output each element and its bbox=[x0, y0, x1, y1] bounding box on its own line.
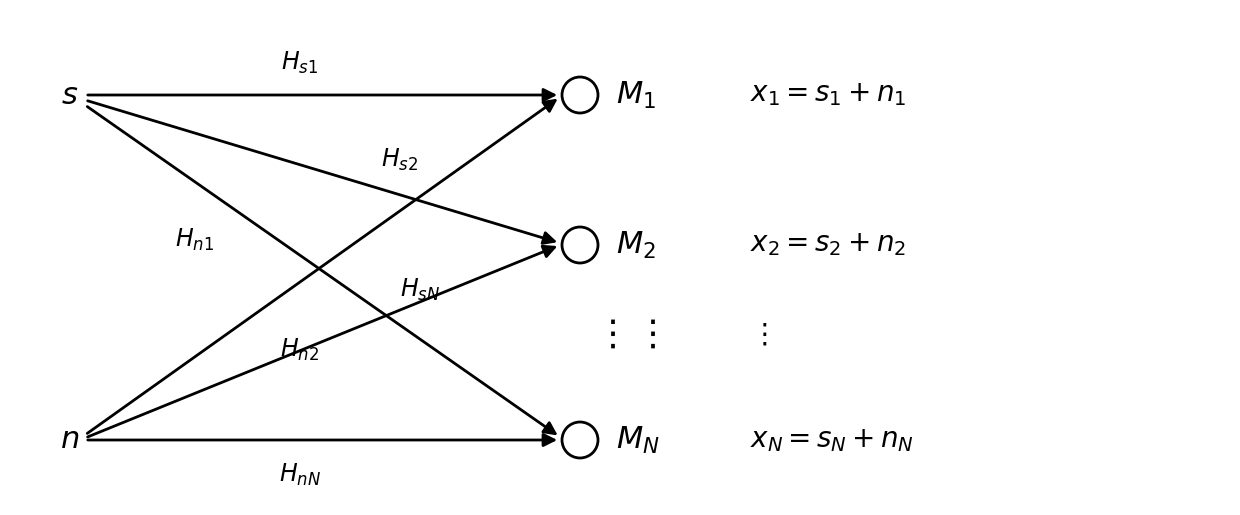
Text: $H_{n1}$: $H_{n1}$ bbox=[175, 227, 215, 253]
Circle shape bbox=[562, 227, 598, 263]
Text: $n$: $n$ bbox=[61, 424, 79, 455]
Text: $\vdots$: $\vdots$ bbox=[750, 321, 768, 349]
Text: $H_{s1}$: $H_{s1}$ bbox=[281, 50, 319, 76]
Text: $x_2 = s_2 + n_2$: $x_2 = s_2 + n_2$ bbox=[750, 232, 906, 259]
Text: $H_{s2}$: $H_{s2}$ bbox=[382, 147, 419, 173]
Text: $H_{sN}$: $H_{sN}$ bbox=[399, 277, 440, 303]
Text: $x_N = s_N + n_N$: $x_N = s_N + n_N$ bbox=[750, 426, 914, 454]
Text: $M_N$: $M_N$ bbox=[616, 424, 660, 456]
Text: $M_1$: $M_1$ bbox=[616, 79, 656, 111]
Circle shape bbox=[562, 422, 598, 458]
Text: $s$: $s$ bbox=[61, 79, 78, 111]
Text: $M_2$: $M_2$ bbox=[616, 230, 656, 261]
Circle shape bbox=[562, 77, 598, 113]
Text: $\vdots$: $\vdots$ bbox=[594, 318, 616, 352]
Text: $H_{nN}$: $H_{nN}$ bbox=[279, 462, 321, 488]
Text: $x_1 = s_1 + n_1$: $x_1 = s_1 + n_1$ bbox=[750, 81, 906, 109]
Text: $\vdots$: $\vdots$ bbox=[634, 318, 656, 352]
Text: $H_{n2}$: $H_{n2}$ bbox=[280, 337, 320, 363]
